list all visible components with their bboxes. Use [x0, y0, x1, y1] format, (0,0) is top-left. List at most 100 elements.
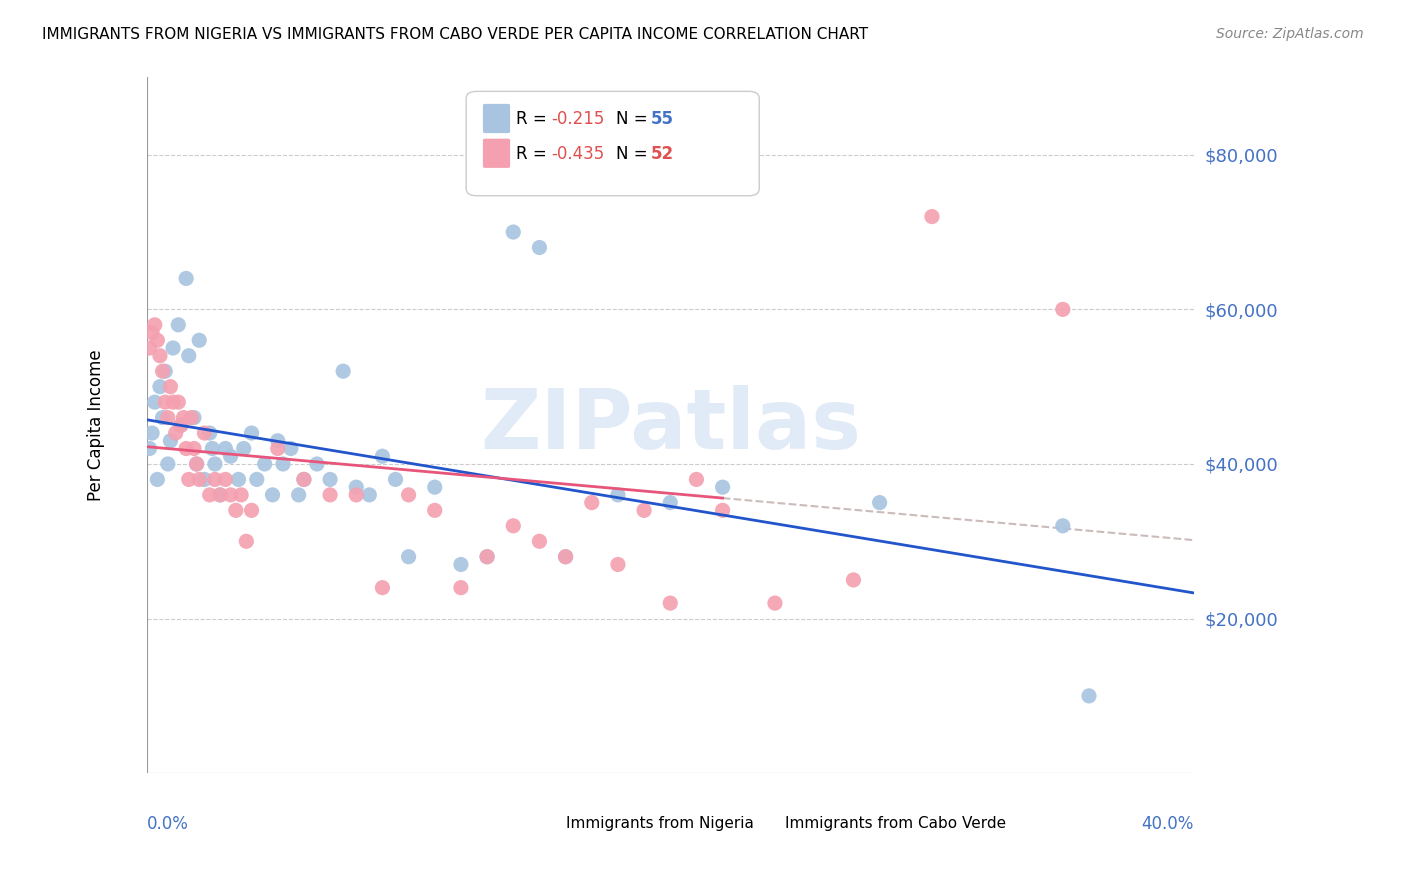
- Point: [344, 488, 367, 502]
- Text: 0.0%: 0.0%: [146, 815, 188, 833]
- Point: [423, 503, 446, 517]
- Point: [183, 442, 205, 456]
- Point: [219, 488, 242, 502]
- Point: [475, 549, 498, 564]
- Point: [502, 225, 524, 239]
- Point: [188, 333, 211, 347]
- Point: [167, 395, 190, 409]
- Point: [204, 457, 226, 471]
- Point: [162, 341, 184, 355]
- Point: [450, 581, 472, 595]
- Point: [371, 449, 394, 463]
- Point: [193, 472, 215, 486]
- Point: [174, 271, 197, 285]
- Point: [156, 410, 179, 425]
- Point: [711, 480, 734, 494]
- Point: [240, 425, 263, 440]
- Point: [159, 379, 181, 393]
- Point: [502, 518, 524, 533]
- Text: -0.435: -0.435: [551, 145, 605, 163]
- Point: [180, 410, 202, 425]
- Point: [1078, 689, 1101, 703]
- Text: N =: N =: [616, 111, 652, 128]
- FancyBboxPatch shape: [467, 91, 759, 195]
- Text: 52: 52: [651, 145, 673, 163]
- Text: -0.215: -0.215: [551, 111, 605, 128]
- Point: [267, 442, 290, 456]
- FancyBboxPatch shape: [737, 813, 780, 835]
- Point: [529, 534, 551, 549]
- Point: [475, 549, 498, 564]
- Point: [581, 495, 603, 509]
- Point: [240, 503, 263, 517]
- Point: [141, 326, 163, 340]
- Point: [162, 395, 184, 409]
- Point: [280, 442, 302, 456]
- Point: [235, 534, 257, 549]
- Point: [921, 210, 943, 224]
- Point: [156, 457, 179, 471]
- Point: [685, 472, 707, 486]
- Text: Source: ZipAtlas.com: Source: ZipAtlas.com: [1216, 27, 1364, 41]
- Point: [209, 488, 232, 502]
- Point: [138, 341, 160, 355]
- Point: [167, 318, 190, 332]
- Point: [170, 418, 193, 433]
- Point: [262, 488, 284, 502]
- Point: [1052, 302, 1074, 317]
- Point: [450, 558, 472, 572]
- Point: [193, 425, 215, 440]
- Point: [143, 318, 166, 332]
- Point: [344, 480, 367, 494]
- Point: [659, 495, 682, 509]
- Point: [146, 472, 169, 486]
- Point: [319, 488, 342, 502]
- Point: [183, 410, 205, 425]
- Point: [423, 480, 446, 494]
- Point: [305, 457, 328, 471]
- Point: [165, 425, 187, 440]
- Text: IMMIGRANTS FROM NIGERIA VS IMMIGRANTS FROM CABO VERDE PER CAPITA INCOME CORRELAT: IMMIGRANTS FROM NIGERIA VS IMMIGRANTS FR…: [42, 27, 869, 42]
- Text: N =: N =: [616, 145, 652, 163]
- Text: Per Capita Income: Per Capita Income: [87, 350, 105, 501]
- Point: [201, 442, 224, 456]
- Point: [173, 410, 195, 425]
- Point: [253, 457, 276, 471]
- Point: [384, 472, 406, 486]
- Text: R =: R =: [516, 145, 553, 163]
- Point: [153, 395, 176, 409]
- Point: [143, 395, 166, 409]
- Point: [198, 488, 221, 502]
- Point: [292, 472, 315, 486]
- Point: [246, 472, 269, 486]
- Point: [287, 488, 309, 502]
- Point: [225, 503, 247, 517]
- Point: [141, 425, 163, 440]
- Point: [711, 503, 734, 517]
- Point: [398, 488, 420, 502]
- Text: 40.0%: 40.0%: [1142, 815, 1194, 833]
- Point: [554, 549, 576, 564]
- Point: [332, 364, 354, 378]
- Point: [371, 581, 394, 595]
- Point: [149, 349, 172, 363]
- Point: [153, 364, 176, 378]
- Point: [1052, 518, 1074, 533]
- Point: [186, 457, 208, 471]
- Text: ZIPatlas: ZIPatlas: [479, 384, 860, 466]
- Point: [214, 472, 236, 486]
- Point: [554, 549, 576, 564]
- Point: [186, 457, 208, 471]
- Point: [149, 379, 172, 393]
- Point: [606, 558, 628, 572]
- Point: [159, 434, 181, 448]
- Point: [842, 573, 865, 587]
- Point: [529, 240, 551, 254]
- Point: [214, 442, 236, 456]
- Point: [198, 425, 221, 440]
- Point: [232, 442, 254, 456]
- Point: [170, 418, 193, 433]
- Text: Immigrants from Cabo Verde: Immigrants from Cabo Verde: [786, 816, 1007, 830]
- Point: [398, 549, 420, 564]
- FancyBboxPatch shape: [516, 813, 561, 835]
